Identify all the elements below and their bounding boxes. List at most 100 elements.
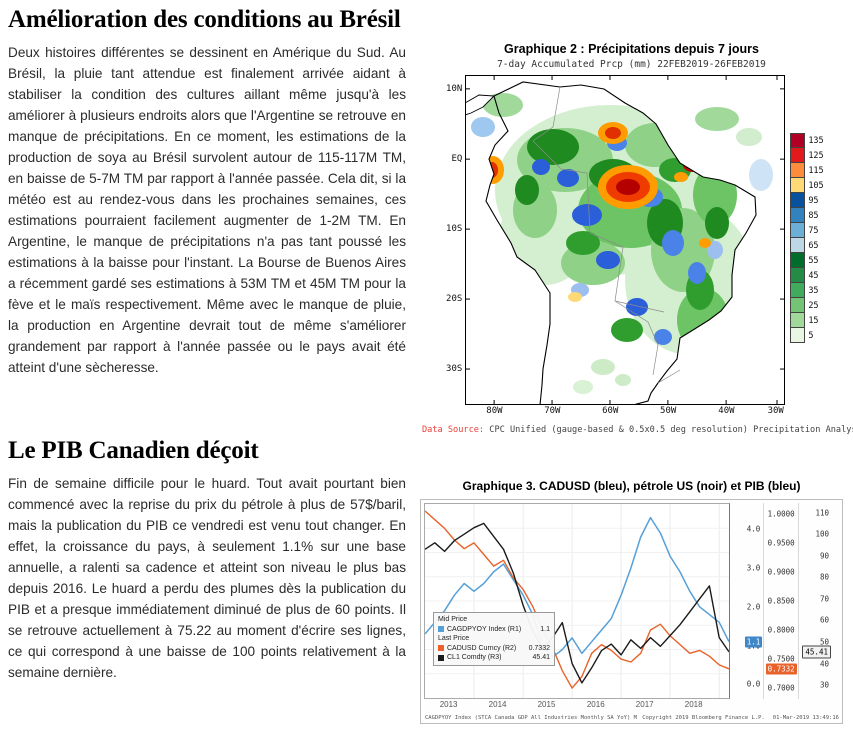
colorbar-swatch	[790, 148, 806, 163]
colorbar-swatch	[790, 268, 806, 283]
precipitation-chart: Graphique 2 : Précipitations depuis 7 jo…	[420, 42, 853, 435]
axis-r3: 110 100 90 80 70 60 50 40 30 45.41	[799, 503, 832, 699]
colorbar-value: 65	[808, 240, 819, 251]
section-bresil: Amélioration des conditions au Brésil De…	[8, 6, 853, 435]
legend-row: CAGDPYOY Index (R1) 1.1	[438, 625, 550, 635]
map-lat-label: 10N	[446, 83, 463, 94]
south-america-map: 80W 70W 60W 50W 40W 30W 10N EQ 10S 20S 30S	[446, 75, 786, 418]
colorbar-swatch	[790, 238, 806, 253]
legend-row: CL1 Comdty (R3) 45.41	[438, 653, 550, 663]
newsletter-page: Amélioration des conditions au Brésil De…	[8, 6, 853, 724]
map-row: 80W 70W 60W 50W 40W 30W 10N EQ 10S 20S 30S 135 125…	[420, 75, 843, 418]
colorbar-value: 135	[808, 135, 824, 146]
data-source-label: Data Source:	[422, 425, 485, 435]
axis-tick: 80	[819, 572, 829, 582]
legend-label: Mid Price	[438, 616, 468, 623]
colorbar-swatch	[790, 223, 806, 238]
colorbar-value: 95	[808, 195, 819, 206]
map-lon-label: 30W	[767, 406, 784, 416]
colorbar-swatch	[790, 178, 806, 193]
colorbar-band: 5	[790, 328, 823, 343]
map-lon-label: 40W	[718, 406, 735, 416]
south-america-map-svg	[465, 75, 786, 405]
colorbar-value: 115	[808, 165, 824, 176]
legend-label: CL1 Comdty (R3)	[447, 654, 502, 661]
map-lon-label: 60W	[602, 406, 619, 416]
axis-tick: 70	[819, 594, 829, 604]
axis-tick: 0.7000	[767, 683, 795, 693]
precip-colorbar: 135 125 115 105 95 85 75 65 55 45 35 25 15 5	[790, 133, 824, 418]
section-pib-title: Le PIB Canadien déçoit	[8, 437, 259, 464]
axis-tick: 1.0000	[767, 509, 795, 519]
axis-tick: 40	[819, 659, 829, 668]
legend-label: CADUSD Curncy (R2)	[447, 644, 517, 652]
axis-tick: 0.8000	[767, 625, 795, 635]
axis-tick: 50	[819, 637, 829, 647]
colorbar-value: 125	[808, 150, 824, 161]
map-lat-label: 10S	[446, 224, 463, 235]
map-lat-label: EQ	[451, 154, 463, 165]
land-precip-patches	[486, 105, 756, 394]
legend-swatch	[438, 626, 444, 633]
map-lon-label: 70W	[544, 406, 561, 416]
axis-tick: 4.0	[746, 524, 761, 534]
colorbar-band: 75	[790, 223, 823, 238]
year-label: 2013	[439, 700, 458, 709]
axis-tick: 0.9000	[767, 567, 795, 577]
chart3-title: Graphique 3. CADUSD (bleu), pétrole US (…	[462, 479, 801, 493]
year-label: 2016	[586, 700, 605, 709]
colorbar-band: 95	[790, 193, 823, 208]
map-lon-label: 50W	[660, 406, 677, 416]
section-pib: Le PIB Canadien déçoit Fin de semaine di…	[8, 437, 843, 724]
axis-tick: 3.0	[746, 563, 761, 573]
data-source-line: Data Source: CPC Unified (gauge-based & …	[420, 425, 853, 435]
colorbar-band: 35	[790, 283, 823, 298]
axis-r2: 1.0000 0.9500 0.9000 0.8500 0.8000 0.7500 0.70…	[764, 503, 799, 699]
colorbar-swatch	[790, 298, 806, 313]
last-price-badge: 45.41	[802, 645, 831, 659]
legend-swatch	[438, 645, 444, 652]
data-source-text: CPC Unified (gauge-based & 0.5x0.5 deg r…	[484, 425, 853, 435]
legend-label: Last Price	[438, 635, 470, 642]
year-label: 2015	[537, 700, 556, 709]
axis-tick: 100	[815, 529, 829, 539]
chart3-svg	[425, 504, 729, 698]
coastline-and-borders	[465, 81, 757, 405]
colorbar-band: 25	[790, 298, 823, 313]
legend-row: CADUSD Curncy (R2) 0.7332	[438, 644, 550, 654]
colorbar-value: 15	[808, 315, 819, 326]
chart3-footer: CAGDPYOY Index (STCA Canada GDP All Indu…	[424, 715, 840, 721]
legend-swatch	[438, 654, 444, 661]
legend-value: 0.7332	[528, 644, 550, 652]
chart3-year-axis: 2013 2014 2015 2016 2017 2018	[424, 699, 730, 712]
colorbar-value: 85	[808, 210, 819, 221]
colorbar-swatch	[790, 193, 806, 208]
colorbar-value: 45	[808, 270, 819, 281]
map-longitude-axis: 80W 70W 60W 50W 40W 30W	[465, 405, 785, 418]
colorbar-band: 125	[790, 148, 824, 163]
legend-value: 1.1	[540, 625, 550, 633]
legend-label: CAGDPYOY Index (R1)	[447, 625, 522, 633]
colorbar-value: 55	[808, 255, 819, 266]
section-pib-body: Fin de semaine difficile pour le huard. …	[8, 476, 406, 680]
year-label: 2018	[684, 700, 703, 709]
colorbar-value: 5	[808, 330, 814, 341]
map-lon-label: 80W	[486, 406, 503, 416]
legend-row: Mid Price	[438, 615, 550, 625]
axis-tick: 0.8500	[767, 596, 795, 606]
year-label: 2014	[488, 700, 507, 709]
legend-value: 45.41	[532, 654, 550, 661]
axis-tick: 30	[819, 680, 829, 690]
colorbar-band: 105	[790, 178, 824, 193]
colorbar-value: 75	[808, 225, 819, 236]
axis-tick: 0.7500	[767, 654, 795, 664]
axis-tick: 60	[819, 615, 829, 625]
colorbar-swatch	[790, 208, 806, 223]
map-lat-label: 20S	[446, 294, 463, 305]
axis-tick: 2.0	[746, 602, 761, 612]
colorbar-band: 45	[790, 268, 823, 283]
colorbar-band: 135	[790, 133, 824, 148]
colorbar-swatch	[790, 328, 806, 343]
colorbar-swatch	[790, 163, 806, 178]
chart3-footer-timestamp: 01-Mar-2019 13:49:16	[772, 715, 839, 721]
